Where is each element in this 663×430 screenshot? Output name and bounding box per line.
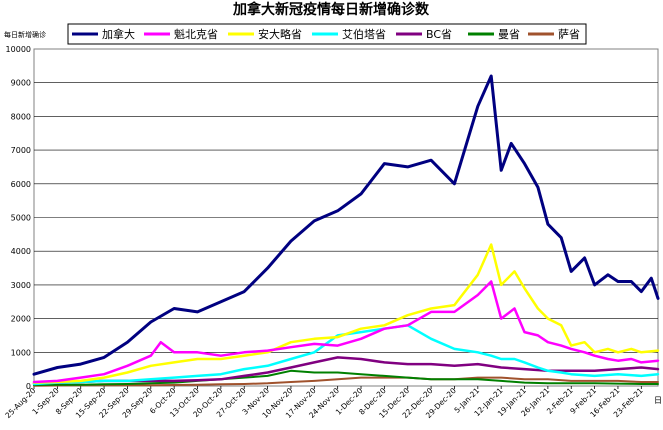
legend-label: 艾伯塔省	[342, 27, 386, 41]
legend-entries: 加拿大 魁北克省 安大略省 艾伯塔省 BC省 曼省 萨省	[72, 27, 580, 41]
y-tick-label: 9000	[11, 79, 31, 88]
legend-label: 安大略省	[258, 27, 302, 41]
y-tick-label: 4000	[11, 247, 31, 256]
y-tick-label: 7000	[11, 146, 31, 155]
gridlines	[34, 82, 658, 353]
y-axis-label: 每日新增确诊	[4, 30, 46, 39]
y-tick-label: 10000	[6, 45, 31, 54]
x-axis: 25-Aug-201-Sep-208-Sep-2015-Sep-2022-Sep…	[3, 386, 644, 420]
legend-label: 魁北克省	[174, 27, 218, 41]
y-tick-label: 5000	[11, 214, 31, 223]
series-line	[32, 243, 660, 384]
legend-label: 萨省	[558, 28, 580, 41]
series-lines	[32, 74, 660, 387]
series-line	[33, 369, 659, 386]
series-line	[32, 74, 660, 376]
y-tick-label: 1000	[11, 348, 31, 357]
legend-label: 曼省	[498, 28, 520, 41]
y-tick-label: 0	[26, 382, 31, 391]
y-tick-label: 6000	[11, 180, 31, 189]
x-axis-label: 日	[654, 396, 662, 405]
y-tick-label: 8000	[11, 112, 31, 121]
series-line	[33, 376, 659, 387]
x-tick-label: 25-Aug-20	[3, 386, 37, 420]
y-tick-label: 3000	[11, 281, 31, 290]
series-line	[32, 280, 660, 384]
legend-label: 加拿大	[102, 27, 135, 41]
chart-title: 加拿大新冠疫情每日新增确诊数	[232, 1, 430, 18]
legend-label: BC省	[426, 28, 452, 41]
y-tick-label: 2000	[11, 315, 31, 324]
y-axis: 0 1000 2000 3000 4000 5000 6000 7000 8000 9000 100…	[6, 45, 31, 391]
